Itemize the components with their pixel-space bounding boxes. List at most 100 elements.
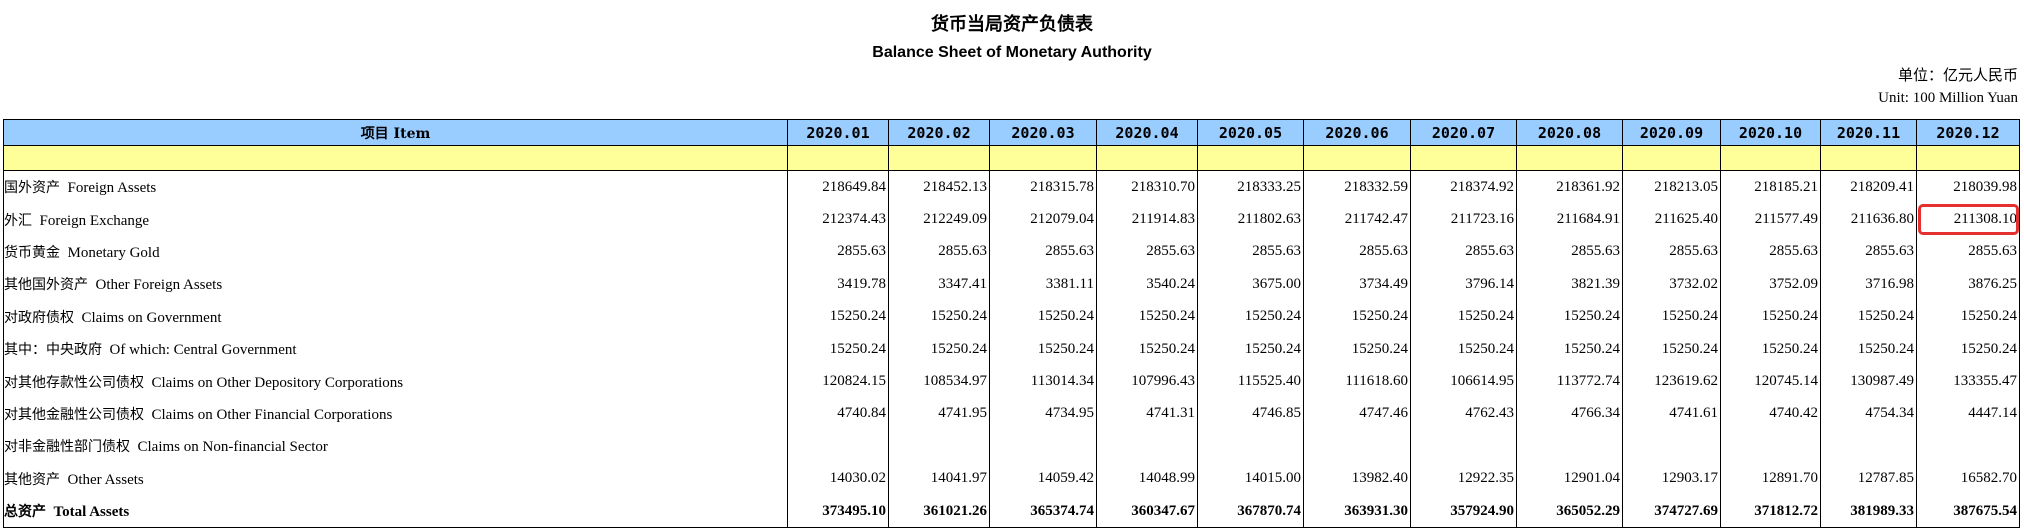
value-cell: 14041.97: [888, 462, 990, 495]
value-cell: 2855.63: [1096, 235, 1198, 269]
value-cell: [1916, 430, 2020, 463]
period-header-2020.01: 2020.01: [787, 119, 889, 146]
value-cell: 15250.24: [1096, 332, 1198, 366]
value-cell: 12903.17: [1622, 462, 1721, 495]
value-cell: 15250.24: [1197, 332, 1304, 366]
highlighted-value-cell: 211308.10: [1916, 203, 2020, 236]
value-cell: 15250.24: [1096, 300, 1198, 333]
table-row: 对其他存款性公司债权 Claims on Other Depository Co…: [3, 365, 2020, 398]
value-cell: 3752.09: [1720, 268, 1821, 301]
value-cell: 373495.10: [787, 494, 889, 529]
value-cell: 12901.04: [1516, 462, 1623, 495]
value-cell: 218315.78: [989, 170, 1097, 204]
page-title-zh: 货币当局资产负债表: [931, 14, 1093, 35]
value-cell: 130987.49: [1820, 365, 1917, 398]
row-label: 总资产 Total Assets: [3, 494, 788, 529]
row-label-en: Foreign Exchange: [39, 212, 150, 229]
period-header-2020.03: 2020.03: [989, 119, 1097, 146]
value-cell: 4747.46: [1303, 397, 1411, 431]
value-cell: 15250.24: [989, 300, 1097, 333]
spacer-cell: [1622, 145, 1721, 171]
value-cell: 3675.00: [1197, 268, 1304, 301]
value-cell: 365052.29: [1516, 494, 1623, 529]
spacer-cell: [3, 145, 788, 171]
value-cell: 211914.83: [1096, 203, 1198, 236]
row-label-en: Of which: Central Government: [109, 342, 297, 359]
table-row: 外汇 Foreign Exchange 212374.43 212249.09 212…: [3, 203, 2020, 236]
value-cell: 212079.04: [989, 203, 1097, 236]
value-cell: 218333.25: [1197, 170, 1304, 204]
spacer-row: [3, 145, 2020, 171]
value-cell: 4740.42: [1720, 397, 1821, 431]
header-row: 项目 Item 2020.01 2020.02 2020.03 2020.04 2020…: [3, 119, 2020, 146]
value-cell: 115525.40: [1197, 365, 1304, 398]
row-label: 其中：中央政府 Of which: Central Government: [3, 332, 788, 366]
value-cell: 371812.72: [1720, 494, 1821, 529]
value-cell: 218310.70: [1096, 170, 1198, 204]
value-cell: 2855.63: [1720, 235, 1821, 269]
value-cell: 3381.11: [989, 268, 1097, 301]
row-label-zh: 国外资产: [4, 180, 61, 197]
value-cell: 108534.97: [888, 365, 990, 398]
value-cell: [1096, 430, 1198, 463]
value-cell: 4746.85: [1197, 397, 1304, 431]
value-cell: 211625.40: [1622, 203, 1721, 236]
value-cell: 15250.24: [1916, 300, 2020, 333]
row-label: 对非金融性部门债权 Claims on Non-financial Sector: [3, 430, 788, 463]
value-cell: 14048.99: [1096, 462, 1198, 495]
row-label-zh: 外汇: [4, 212, 33, 229]
spacer-cell: [1720, 145, 1821, 171]
value-cell: 15250.24: [1410, 300, 1517, 333]
row-label: 对政府债权 Claims on Government: [3, 300, 788, 333]
row-label: 对其他存款性公司债权 Claims on Other Depository Co…: [3, 365, 788, 398]
value-cell: 107996.43: [1096, 365, 1198, 398]
row-label-en: Monetary Gold: [67, 244, 160, 261]
value-cell: [787, 430, 889, 463]
value-cell: 15250.24: [1820, 300, 1917, 333]
period-header-2020.07: 2020.07: [1410, 119, 1517, 146]
value-cell: 2855.63: [1303, 235, 1411, 269]
row-label-zh: 对其他存款性公司债权: [4, 374, 145, 391]
value-cell: 12787.85: [1820, 462, 1917, 495]
value-cell: 120824.15: [787, 365, 889, 398]
value-cell: 15250.24: [1916, 332, 2020, 366]
period-header-2020.05: 2020.05: [1197, 119, 1304, 146]
value-cell: 2855.63: [1820, 235, 1917, 269]
value-cell: 361021.26: [888, 494, 990, 529]
row-label-zh: 货币黄金: [4, 244, 61, 261]
value-cell: 211577.49: [1720, 203, 1821, 236]
value-cell: 4766.34: [1516, 397, 1623, 431]
value-cell: 363931.30: [1303, 494, 1411, 529]
value-cell: [1197, 430, 1304, 463]
row-label-en: Other Assets: [67, 471, 144, 488]
value-cell: 4447.14: [1916, 397, 2020, 431]
value-cell: 2855.63: [888, 235, 990, 269]
value-cell: [1720, 430, 1821, 463]
value-cell: 211723.16: [1410, 203, 1517, 236]
period-header-2020.08: 2020.08: [1516, 119, 1623, 146]
balance-sheet-table: 项目 Item 2020.01 2020.02 2020.03 2020.04 2020…: [3, 119, 2020, 529]
row-label: 外汇 Foreign Exchange: [3, 203, 788, 236]
value-cell: 4741.61: [1622, 397, 1721, 431]
period-header-2020.02: 2020.02: [888, 119, 990, 146]
value-cell: 3821.39: [1516, 268, 1623, 301]
value-cell: 387675.54: [1916, 494, 2020, 529]
value-cell: 211802.63: [1197, 203, 1304, 236]
value-cell: [989, 430, 1097, 463]
value-cell: 15250.24: [787, 332, 889, 366]
value-cell: 15250.24: [1622, 300, 1721, 333]
spacer-cell: [888, 145, 990, 171]
value-cell: 218452.13: [888, 170, 990, 204]
value-cell: 4762.43: [1410, 397, 1517, 431]
value-cell: 16582.70: [1916, 462, 2020, 495]
row-label-en: Claims on Non-financial Sector: [137, 439, 328, 456]
value-cell: [1820, 430, 1917, 463]
value-cell: 360347.67: [1096, 494, 1198, 529]
value-cell: 106614.95: [1410, 365, 1517, 398]
value-cell: [1410, 430, 1517, 463]
value-cell: 3876.25: [1916, 268, 2020, 301]
value-cell: 211636.80: [1820, 203, 1917, 236]
value-cell: 2855.63: [1622, 235, 1721, 269]
value-cell: [1622, 430, 1721, 463]
value-cell: 14059.42: [989, 462, 1097, 495]
